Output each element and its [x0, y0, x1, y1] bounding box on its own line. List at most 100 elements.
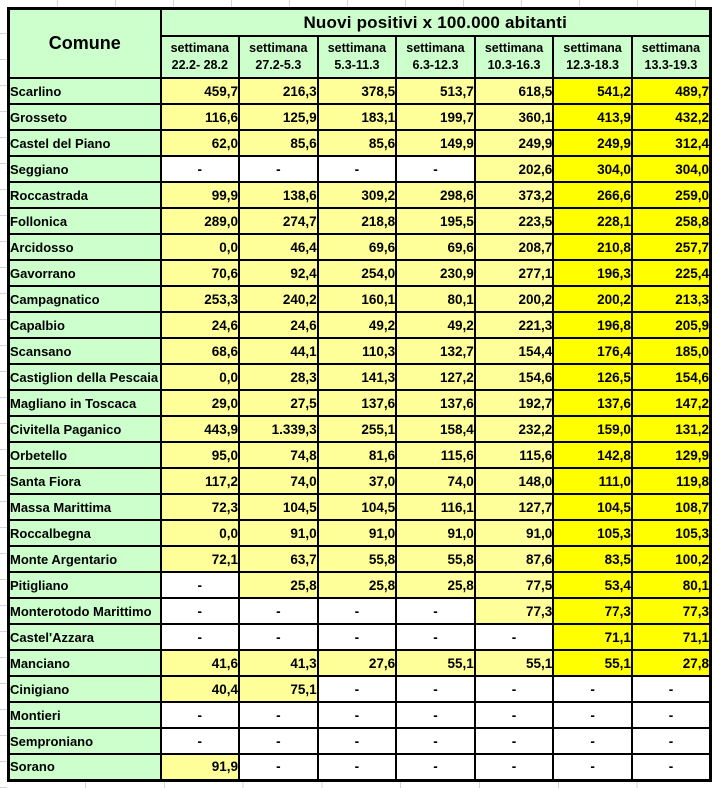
value-cell: 266,6: [552, 181, 633, 209]
week-range: 22.2- 28.2: [171, 58, 228, 72]
value-cell: 85,6: [316, 129, 398, 157]
spreadsheet-gridlines-bottom: [8, 781, 713, 788]
value-cell: 83,5: [552, 545, 633, 573]
table-row: Arcidosso 0,0 46,4 69,6 69,6 208,7 210,8 257,7: [7, 233, 712, 261]
value-cell: 541,2: [552, 77, 633, 105]
value-cell: 117,2: [159, 467, 241, 495]
value-cell: 55,1: [395, 649, 476, 677]
missing-value-cell: -: [395, 675, 476, 703]
value-cell: 116,1: [395, 493, 476, 521]
missing-value-cell: -: [238, 155, 319, 183]
value-cell: 125,9: [238, 103, 319, 131]
value-cell: 249,9: [552, 129, 633, 157]
value-cell: 183,1: [316, 103, 398, 131]
title-row: Comune Nuovi positivi x 100.000 abitanti: [7, 7, 712, 79]
missing-value-cell: -: [552, 753, 633, 781]
comune-cell: Roccastrada: [7, 181, 162, 209]
missing-value-cell: -: [238, 623, 319, 651]
value-cell: 230,9: [395, 259, 476, 287]
value-cell: 55,1: [473, 649, 555, 677]
value-cell: 210,8: [552, 233, 633, 261]
missing-value-cell: -: [316, 623, 398, 651]
comune-cell: Follonica: [7, 207, 162, 235]
missing-value-cell: -: [473, 701, 555, 729]
value-cell: 77,5: [473, 571, 555, 599]
week-label: settimana: [484, 40, 544, 55]
table-row: Monterotodo Marittimo - - - -77,3 77,3 77,3: [7, 597, 712, 625]
value-cell: 49,2: [395, 311, 476, 339]
value-cell: 304,0: [552, 155, 633, 183]
value-cell: 74,8: [238, 441, 319, 469]
value-cell: 62,0: [159, 129, 241, 157]
value-cell: 154,4: [473, 337, 555, 365]
spreadsheet-gridlines-top: [8, 0, 713, 7]
table-row: Gavorrano 70,6 92,4 254,0 230,9 277,1 196,3 225…: [7, 259, 712, 287]
comune-cell: Scansano: [7, 337, 162, 365]
comune-cell: Seggiano: [7, 155, 162, 183]
value-cell: 443,9: [159, 415, 241, 443]
value-cell: 176,4: [552, 337, 633, 365]
table-row: Grosseto 116,6 125,9 183,1 199,7 360,1 413,9 43…: [7, 103, 712, 131]
value-cell: 70,6: [159, 259, 241, 287]
value-cell: 69,6: [316, 233, 398, 261]
table-row: Capalbio 24,6 24,6 49,2 49,2 221,3 196,8 205,9: [7, 311, 712, 339]
value-cell: 25,8: [316, 571, 398, 599]
value-cell: 71,1: [630, 623, 712, 651]
value-cell: 257,7: [630, 233, 712, 261]
week-label: settimana: [641, 40, 701, 55]
value-cell: 147,2: [630, 389, 712, 417]
value-cell: 71,1: [552, 623, 633, 651]
value-cell: 55,8: [395, 545, 476, 573]
missing-value-cell: -: [316, 155, 398, 183]
table-row: Scarlino 459,7 216,3 378,5 513,7 618,5 541,2 48…: [7, 77, 712, 105]
table-body: Scarlino 459,7 216,3 378,5 513,7 618,5 541,2 48…: [7, 77, 712, 781]
missing-value-cell: -: [395, 597, 476, 625]
value-cell: 199,7: [395, 103, 476, 131]
value-cell: 41,3: [238, 649, 319, 677]
value-cell: 81,6: [316, 441, 398, 469]
table-row: Scansano 68,6 44,1 110,3 132,7 154,4 176,4 185,…: [7, 337, 712, 365]
table-row: Follonica 289,0 274,7 218,8 195,5 223,5 228,1 2…: [7, 207, 712, 235]
week-header: settimana 13.3-19.3: [630, 35, 712, 79]
value-cell: 55,1: [552, 649, 633, 677]
value-cell: 91,0: [238, 519, 319, 547]
comune-cell: Arcidosso: [7, 233, 162, 261]
value-cell: 192,7: [473, 389, 555, 417]
value-cell: 196,3: [552, 259, 633, 287]
missing-value-cell: -: [473, 675, 555, 703]
value-cell: 148,0: [473, 467, 555, 495]
missing-value-cell: -: [316, 675, 398, 703]
missing-value-cell: -: [238, 701, 319, 729]
value-cell: 40,4: [159, 675, 241, 703]
missing-value-cell: -: [473, 753, 555, 781]
value-cell: 44,1: [238, 337, 319, 365]
table-row: Castiglion della Pescaia 0,0 28,3 141,3 127,…: [7, 363, 712, 391]
week-range: 27.2-5.3: [255, 58, 302, 72]
value-cell: 255,1: [316, 415, 398, 443]
missing-value-cell: -: [395, 623, 476, 651]
comune-cell: Civitella Paganico: [7, 415, 162, 443]
comune-cell: Cinigiano: [7, 675, 162, 703]
value-cell: 85,6: [238, 129, 319, 157]
value-cell: 289,0: [159, 207, 241, 235]
missing-value-cell: -: [395, 727, 476, 755]
value-cell: 95,0: [159, 441, 241, 469]
value-cell: 69,6: [395, 233, 476, 261]
value-cell: 77,3: [473, 597, 555, 625]
value-cell: 200,2: [473, 285, 555, 313]
value-cell: 99,9: [159, 181, 241, 209]
value-cell: 254,0: [316, 259, 398, 287]
week-label: settimana: [249, 40, 308, 55]
missing-value-cell: -: [395, 753, 476, 781]
value-cell: 149,9: [395, 129, 476, 157]
value-cell: 240,2: [238, 285, 319, 313]
value-cell: 74,0: [395, 467, 476, 495]
value-cell: 92,4: [238, 259, 319, 287]
value-cell: 259,0: [630, 181, 712, 209]
comune-cell: Castel'Azzara: [7, 623, 162, 651]
value-cell: 138,6: [238, 181, 319, 209]
value-cell: 378,5: [316, 77, 398, 105]
week-header-row: settimana 22.2- 28.2 settimana 27.2-5.3 sett…: [9, 35, 712, 79]
value-cell: 196,8: [552, 311, 633, 339]
value-cell: 228,1: [552, 207, 633, 235]
